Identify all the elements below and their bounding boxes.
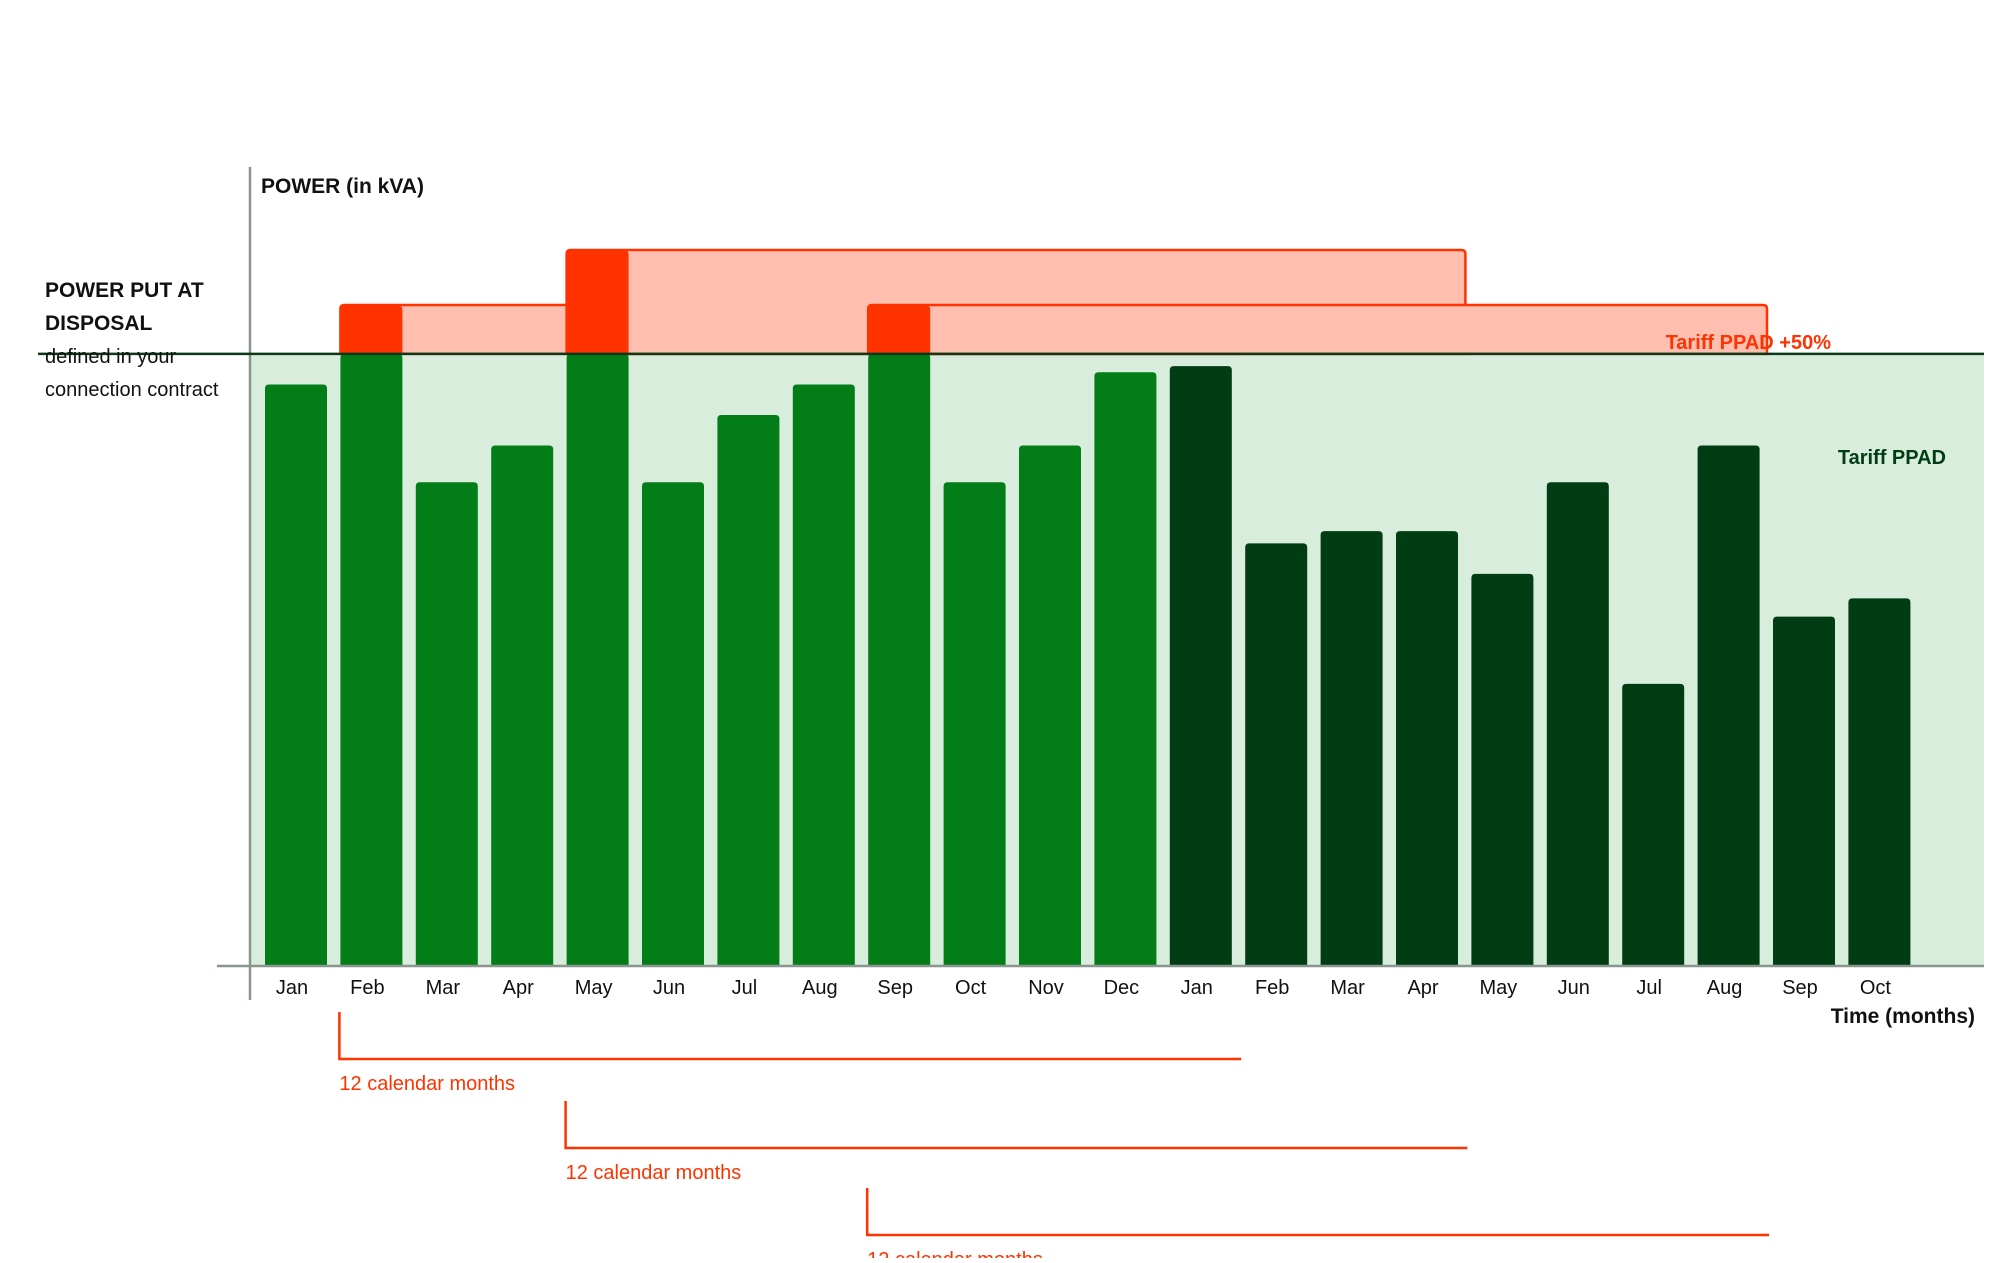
bar-7 xyxy=(717,415,780,965)
bars xyxy=(265,250,1911,966)
x-tick-label-13: Jan xyxy=(1181,977,1213,999)
bar-9 xyxy=(868,353,931,965)
calendar-month-brackets: 12 calendar months 12 calendar months 12 c… xyxy=(338,1012,1769,1263)
calendar-bracket-3 xyxy=(865,1188,1769,1237)
bar-6 xyxy=(642,482,704,965)
bar-22 xyxy=(1848,598,1911,965)
x-tick-label-1: Jan xyxy=(276,977,308,999)
bar-1 xyxy=(265,384,327,965)
x-tick-label-14: Feb xyxy=(1255,977,1289,999)
bar-20 xyxy=(1697,445,1760,965)
x-tick-label-22: Oct xyxy=(1860,977,1892,999)
x-tick-label-7: Jul xyxy=(732,977,758,999)
bar-15 xyxy=(1320,531,1383,965)
bar-4 xyxy=(491,445,554,965)
x-tick-label-18: Jun xyxy=(1558,977,1590,999)
x-tick-label-15: Mar xyxy=(1330,977,1365,999)
x-tick-label-19: Jul xyxy=(1636,977,1662,999)
calendar-bracket-label-3: 12 calendar months xyxy=(867,1249,1043,1258)
threshold-title-line1: POWER PUT AT xyxy=(45,279,204,302)
x-tick-label-20: Aug xyxy=(1707,977,1743,999)
bar-14 xyxy=(1245,543,1308,965)
tariff-ppad-surcharge-label: Tariff PPAD +50% xyxy=(1666,332,1832,354)
x-tick-label-9: Sep xyxy=(877,977,913,999)
bar-exceedance-2 xyxy=(340,305,403,354)
tariff-ppad-label: Tariff PPAD xyxy=(1838,447,1946,469)
surcharge-zones xyxy=(339,248,1769,356)
bar-19 xyxy=(1622,683,1685,965)
bar-13 xyxy=(1169,366,1232,966)
bar-8 xyxy=(792,384,855,965)
x-tick-label-8: Aug xyxy=(802,977,838,999)
x-tick-label-2: Feb xyxy=(350,977,384,999)
calendar-bracket-1 xyxy=(338,1012,1242,1061)
calendar-bracket-2 xyxy=(564,1101,1468,1150)
bar-5 xyxy=(566,353,629,965)
x-tick-label-12: Dec xyxy=(1104,977,1140,999)
x-tick-label-21: Sep xyxy=(1782,977,1818,999)
bar-16 xyxy=(1396,531,1458,965)
x-tick-label-11: Nov xyxy=(1028,977,1064,999)
bar-12 xyxy=(1094,372,1157,965)
bar-18 xyxy=(1546,482,1609,965)
x-tick-labels: Jan Feb Mar Apr May Jun Jul Aug Sep Oct Nov Dec Jan F… xyxy=(276,977,1892,999)
bar-10 xyxy=(943,482,1006,965)
x-tick-label-5: May xyxy=(575,977,613,999)
threshold-title-line2: DISPOSAL xyxy=(45,312,153,335)
x-tick-label-3: Mar xyxy=(426,977,461,999)
bar-2 xyxy=(340,353,403,965)
x-axis-title: Time (months) xyxy=(1831,1005,1975,1028)
bar-3 xyxy=(415,482,478,965)
bar-21 xyxy=(1773,616,1835,965)
bar-11 xyxy=(1019,445,1081,965)
y-axis-title: POWER (in kVA) xyxy=(261,175,424,198)
x-tick-label-6: Jun xyxy=(653,977,685,999)
bar-exceedance-5 xyxy=(566,250,629,354)
calendar-bracket-label-1: 12 calendar months xyxy=(339,1073,515,1095)
calendar-bracket-label-2: 12 calendar months xyxy=(566,1162,742,1184)
bar-exceedance-9 xyxy=(868,305,931,354)
surcharge-zone-3 xyxy=(866,303,1769,356)
x-tick-label-16: Apr xyxy=(1407,977,1438,999)
x-tick-label-17: May xyxy=(1480,977,1518,999)
x-tick-label-4: Apr xyxy=(503,977,534,999)
x-tick-label-10: Oct xyxy=(955,977,987,999)
threshold-desc-line1: defined in your xyxy=(45,346,177,368)
threshold-desc-line2: connection contract xyxy=(45,379,219,401)
bar-17 xyxy=(1471,573,1534,965)
